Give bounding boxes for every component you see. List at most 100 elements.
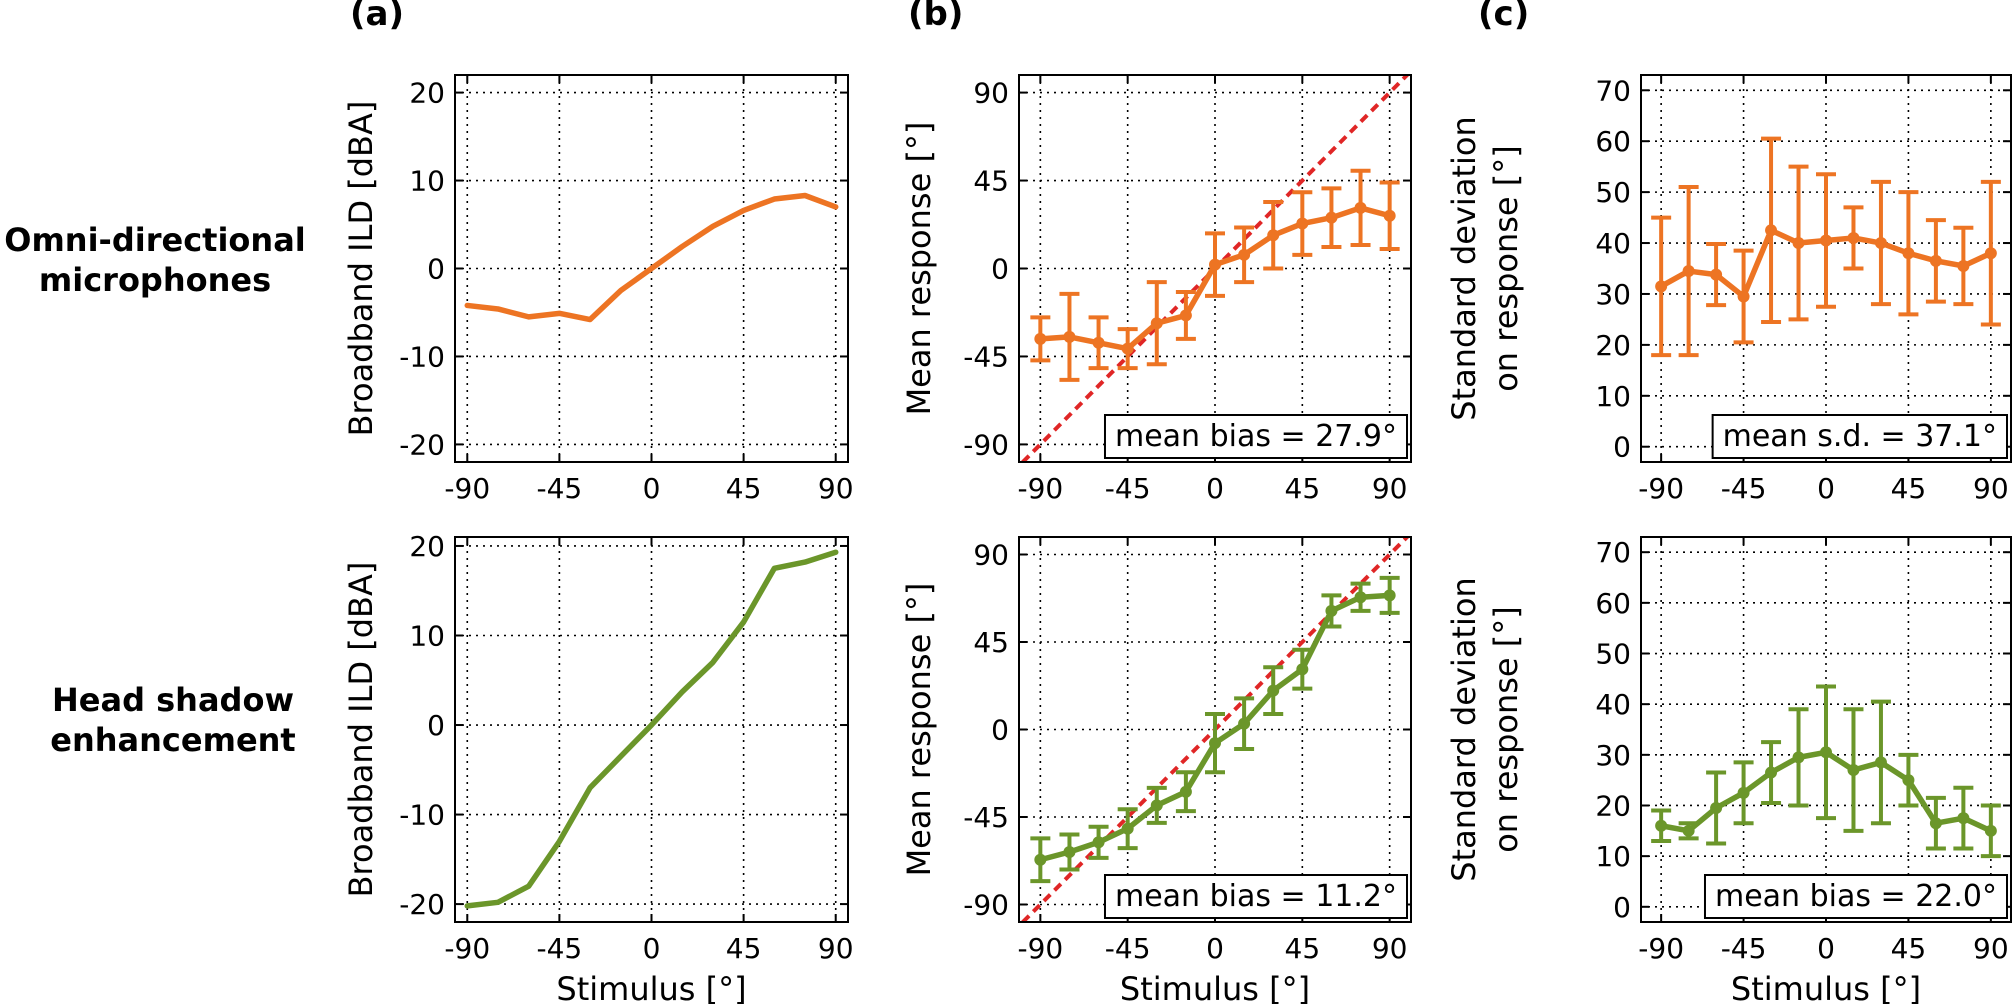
data-point — [1874, 237, 1887, 250]
y-tick-label: -45 — [963, 801, 1009, 834]
annotation-box: mean s.d. = 37.1° — [1711, 414, 2008, 459]
x-tick-label: 0 — [643, 472, 661, 505]
data-point — [1238, 248, 1251, 261]
x-tick-label: -45 — [537, 932, 583, 965]
x-tick-label: 90 — [1973, 472, 2009, 505]
y-tick-label: 10 — [1595, 380, 1631, 413]
chart-c-top: -90 -45 0 45 90 0 10 20 30 40 50 60 70 Standard devia… — [1445, 74, 2012, 505]
y-tick-label: 0 — [991, 253, 1009, 286]
plot-area — [1020, 75, 1410, 462]
panel-letter-a: (a) — [350, 0, 405, 34]
data-point — [1383, 589, 1396, 602]
y-tick-label: -20 — [399, 428, 445, 461]
x-tick-label: -90 — [444, 472, 490, 505]
row-label-omni: Omni-directional microphones — [0, 220, 310, 300]
plot-area — [1651, 136, 2001, 358]
x-tick-label: 45 — [1285, 472, 1321, 505]
x-tick-label: -45 — [537, 472, 583, 505]
data-point — [1984, 247, 1997, 260]
chart-b-top: -90 -45 0 45 90 -90 -45 0 45 90 Mean response [°] m… — [900, 74, 1412, 505]
y-tick-label: 0 — [427, 709, 445, 742]
x-tick-label: 45 — [726, 932, 762, 965]
data-point — [1765, 766, 1778, 779]
data-point — [1150, 317, 1163, 330]
row-label-headshadow-line1: Head shadow — [52, 681, 294, 719]
data-point — [1063, 846, 1076, 858]
y-axis-label: Mean response [°] — [900, 122, 938, 416]
data-point — [1874, 756, 1887, 769]
y-tick-label: 50 — [1595, 638, 1631, 671]
x-tick-label: 45 — [726, 472, 762, 505]
data-point — [1267, 684, 1280, 697]
y-tick-label: 0 — [427, 253, 445, 286]
annotation-box: mean bias = 22.0° — [1703, 874, 2008, 919]
x-axis-label: Stimulus [°] — [1731, 970, 1921, 1004]
data-point — [1984, 824, 1997, 837]
x-tick-label: 45 — [1285, 932, 1321, 965]
y-tick-label: 0 — [991, 714, 1009, 747]
y-tick-label: 30 — [1595, 278, 1631, 311]
data-point — [1682, 824, 1695, 837]
x-tick-label: 90 — [818, 932, 854, 965]
data-point — [1150, 799, 1163, 812]
data-point — [1957, 259, 1970, 272]
data-point — [1383, 209, 1396, 222]
y-axis-label: Broadband ILD [dBA] — [342, 101, 380, 437]
data-point — [1902, 247, 1915, 260]
y-axis-label: Standard deviation — [1445, 116, 1483, 420]
annotation-box: mean bias = 11.2° — [1103, 874, 1408, 919]
data-point — [1929, 254, 1942, 267]
data-point — [1034, 853, 1047, 866]
data-point — [1820, 746, 1832, 759]
x-tick-label: 45 — [1891, 472, 1927, 505]
annotation-text: mean s.d. = 37.1° — [1723, 419, 1997, 454]
y-tick-label: 70 — [1595, 74, 1631, 107]
data-point — [1655, 819, 1668, 832]
y-tick-label: -45 — [963, 340, 1009, 373]
chart-a-bottom: -90 -45 0 45 90 -20 -10 0 10 20 Stimulus [°] Broadb… — [342, 530, 854, 1004]
data-point — [1957, 812, 1970, 825]
x-tick-label: 45 — [1891, 932, 1927, 965]
x-axis-label: Stimulus [°] — [1120, 970, 1310, 1004]
row-label-headshadow: Head shadow enhancement — [18, 680, 328, 760]
y-tick-label: 70 — [1595, 536, 1631, 569]
annotation-frame — [1711, 414, 2008, 459]
y-tick-label: -10 — [399, 340, 445, 373]
x-tick-label: 90 — [1372, 932, 1408, 965]
y-axis-label: Mean response [°] — [900, 583, 938, 877]
data-point — [1682, 265, 1695, 278]
y-tick-label: -90 — [963, 889, 1009, 922]
y-tick-label: 60 — [1595, 125, 1631, 158]
data-point — [1737, 786, 1750, 799]
x-tick-label: 0 — [643, 932, 661, 965]
y-tick-label: 50 — [1595, 176, 1631, 209]
y-tick-label: 90 — [973, 539, 1009, 572]
data-point — [1179, 309, 1192, 322]
data-point — [1325, 604, 1338, 617]
x-tick-label: -45 — [1721, 932, 1767, 965]
x-axis-label: Stimulus [°] — [556, 970, 746, 1004]
y-tick-label: 20 — [409, 77, 445, 110]
data-point — [1179, 785, 1192, 798]
data-point — [1792, 751, 1805, 764]
x-tick-label: 90 — [818, 472, 854, 505]
data-point — [1655, 280, 1668, 293]
x-tick-label: -45 — [1721, 472, 1767, 505]
plot-area — [464, 549, 839, 909]
x-tick-label: 0 — [1817, 932, 1835, 965]
x-tick-label: -45 — [1105, 932, 1151, 965]
data-point — [1737, 290, 1750, 303]
y-tick-label: 20 — [1595, 789, 1631, 822]
chart-a-top: -90 -45 0 45 90 -20 -10 0 10 20 Broadband ILD [dBA… — [342, 74, 854, 505]
y-tick-label: 10 — [1595, 840, 1631, 873]
data-point — [1710, 268, 1723, 281]
data-point — [1209, 258, 1221, 271]
data-point — [1902, 774, 1915, 787]
data-point — [1792, 237, 1805, 250]
data-point — [1847, 764, 1860, 777]
y-tick-label: 20 — [1595, 329, 1631, 362]
x-tick-label: -90 — [1017, 472, 1063, 505]
plot-area — [1651, 684, 2001, 859]
y-axis-label: on response [°] — [1487, 606, 1525, 853]
chart-c-bottom: -90 -45 0 45 90 0 10 20 30 40 50 60 70 Stimulus [°] St… — [1445, 536, 2012, 1004]
